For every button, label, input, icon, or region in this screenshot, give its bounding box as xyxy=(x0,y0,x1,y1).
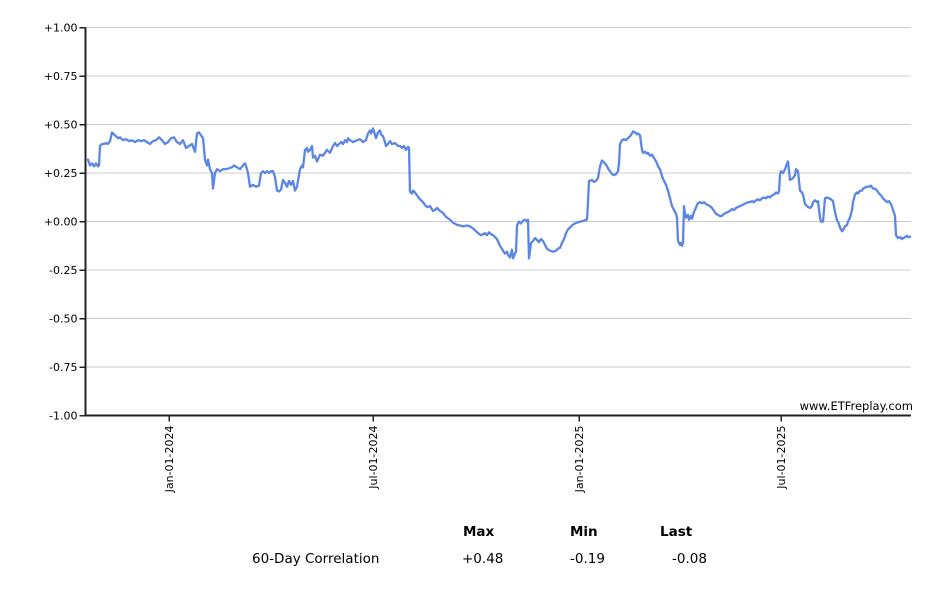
y-tick-label: +0.25 xyxy=(44,167,78,180)
y-tick-label: +1.00 xyxy=(44,22,78,35)
y-tick-label: -1.00 xyxy=(49,410,77,423)
x-tick-label: Jan-01-2025 xyxy=(573,426,586,494)
y-tick-label: -0.50 xyxy=(49,313,77,326)
y-tick-label: +0.75 xyxy=(44,70,78,83)
x-tick-label: Jan-01-2024 xyxy=(163,426,176,494)
y-tick-label: +0.50 xyxy=(44,119,78,132)
etfreplay-watermark: www.ETFreplay.com xyxy=(800,399,913,413)
y-tick-label: -0.25 xyxy=(49,264,77,277)
correlation-series-path xyxy=(86,127,912,260)
x-tick-label: Jul-01-2024 xyxy=(367,426,380,490)
y-tick-label: +0.00 xyxy=(44,216,78,229)
x-tick-label: Jul-01-2025 xyxy=(775,426,788,490)
y-tick-label: -0.75 xyxy=(49,361,77,374)
